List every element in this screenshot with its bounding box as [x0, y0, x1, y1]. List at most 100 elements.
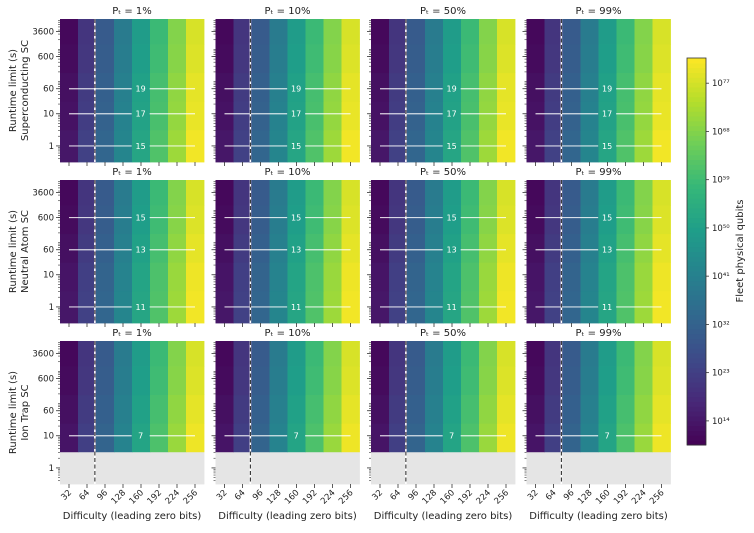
heatmap-cell	[78, 451, 97, 485]
heatmap-cell	[389, 101, 408, 131]
colorbar-segment	[687, 440, 706, 446]
heatmap-cell	[497, 233, 516, 263]
x-tick-label: 192	[301, 488, 320, 507]
heatmap-cell	[60, 72, 79, 102]
y-tick-label: 60	[43, 246, 54, 256]
heatmap-cell	[305, 423, 324, 453]
colorbar-label: Fleet physical qubits	[735, 199, 746, 302]
y-tick-label: 10	[43, 271, 54, 281]
heatmap-cell	[407, 451, 426, 485]
colorbar-segment	[687, 140, 706, 146]
heatmap-cell	[305, 205, 324, 235]
x-tick-label: 96	[95, 488, 110, 503]
y-tick-label: 60	[43, 85, 54, 95]
heatmap-cell	[544, 180, 563, 206]
heatmap-cell	[114, 233, 133, 263]
heatmap-cell	[269, 341, 288, 367]
heatmap-cell	[598, 72, 617, 102]
heatmap-cell	[580, 180, 599, 206]
heatmap-cell	[251, 101, 270, 131]
heatmap-cell	[305, 262, 324, 292]
heatmap-cell	[305, 451, 324, 485]
panel-title: Pₜ = 1%	[112, 6, 152, 17]
heatmap-cell	[96, 180, 115, 206]
contour-label: 7	[449, 432, 454, 441]
heatmap-cell	[526, 19, 545, 45]
heatmap-cell	[168, 180, 187, 206]
heatmap-cell	[562, 19, 581, 45]
heatmap-cell	[215, 394, 234, 424]
contour-label: 11	[447, 303, 457, 312]
heatmap-cell	[461, 394, 480, 424]
heatmap-cell	[269, 262, 288, 292]
heatmap-cell	[634, 394, 653, 424]
heatmap-cell	[371, 101, 390, 131]
panel-title: Pₜ = 10%	[265, 167, 311, 178]
colorbar-segment	[687, 382, 706, 388]
y-tick-label: 3600	[32, 189, 54, 199]
heatmap-cell	[562, 205, 581, 235]
colorbar-segment	[687, 154, 706, 161]
heatmap-cell	[251, 205, 270, 235]
heatmap-cell	[598, 451, 617, 485]
heatmap-cell	[132, 366, 151, 396]
heatmap-cell	[251, 451, 270, 485]
heatmap-cell	[425, 262, 444, 292]
heatmap-cell	[562, 233, 581, 263]
heatmap-cell	[389, 341, 408, 367]
panel-title: Pₜ = 99%	[576, 328, 622, 339]
heatmap-cell	[251, 262, 270, 292]
heatmap-cell	[598, 290, 617, 324]
heatmap-cell	[389, 19, 408, 45]
heatmap-cell	[562, 180, 581, 206]
heatmap-cell	[479, 366, 498, 396]
heatmap-cell	[407, 262, 426, 292]
heatmap-cell	[60, 262, 79, 292]
heatmap-cell	[132, 233, 151, 263]
heatmap-cell	[114, 451, 133, 485]
heatmap-cell	[443, 129, 462, 163]
x-axis-label: Difficulty (leading zero bits)	[374, 511, 513, 522]
colorbar: 10¹⁴ 10²³ 10³² 10⁴¹ 10⁵⁰ 10⁵⁹ 10⁶⁸ 10⁷⁷	[686, 57, 730, 446]
heatmap-cell	[634, 72, 653, 102]
contour-label: 15	[291, 142, 301, 151]
contour-label: 17	[136, 110, 146, 119]
heatmap-cell	[634, 451, 653, 485]
heatmap-cell	[132, 129, 151, 163]
colorbar-segment	[687, 425, 706, 431]
heatmap-cell	[269, 366, 288, 396]
heatmap-cell	[634, 19, 653, 45]
colorbar-segment	[687, 246, 706, 252]
heatmap-cell	[168, 394, 187, 424]
colorbar-segment	[687, 328, 706, 335]
heatmap-cell	[598, 423, 617, 453]
colorbar-segment	[687, 290, 706, 296]
colorbar-segment	[687, 319, 706, 325]
heatmap-cell	[96, 19, 115, 45]
heatmap-cell	[186, 129, 205, 163]
heatmap-cell	[497, 19, 516, 45]
heatmap-cell	[371, 19, 390, 45]
heatmap-cell	[479, 423, 498, 453]
heatmap-panel: Pₜ = 10% 7 32 64 96 128 160 192 224 256 Difficulty…	[211, 328, 360, 522]
heatmap-cell	[114, 394, 133, 424]
heatmap-cell	[389, 423, 408, 453]
panel-title: Pₜ = 99%	[576, 6, 622, 17]
heatmap-panel: Pₜ = 10% 19 17 15	[211, 6, 360, 166]
heatmap-cell	[616, 205, 635, 235]
heatmap-cell	[407, 341, 426, 367]
heatmap-cell	[269, 101, 288, 131]
heatmap-cell	[215, 262, 234, 292]
heatmap-cell	[389, 44, 408, 74]
colorbar-segment	[687, 77, 706, 83]
heatmap-cell	[616, 101, 635, 131]
heatmap-cell	[150, 394, 169, 424]
colorbar-segment	[687, 338, 706, 344]
heatmap-cell	[616, 366, 635, 396]
heatmap-cell	[341, 101, 360, 131]
colorbar-tick-label: 10³²	[712, 320, 730, 330]
contour-label: 17	[291, 110, 301, 119]
heatmap-cell	[562, 423, 581, 453]
heatmap-cell	[634, 262, 653, 292]
colorbar-segment	[687, 353, 706, 359]
